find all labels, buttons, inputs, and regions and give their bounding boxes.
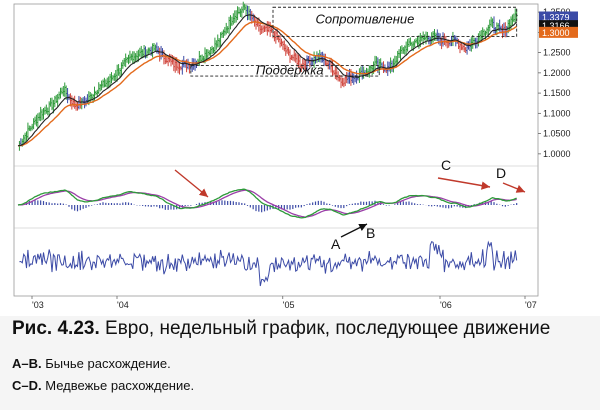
note-ab: A–B. Бычье расхождение. [12,356,171,371]
y-tick-label: 1.1000 [543,108,571,118]
chart-area: 1.35001.30001.25001.20001.15001.10001.05… [13,1,578,310]
x-tick-label: '07 [525,300,537,310]
chart-svg: 1.35001.30001.25001.20001.15001.10001.05… [13,1,578,310]
divergence-arrow [340,223,368,238]
price-badge [539,20,578,32]
resistance-box [272,6,518,37]
note-ab-text: Бычье расхождение. [41,356,171,371]
point-c-label: C [441,157,451,173]
y-tick-label: 1.0500 [543,129,571,139]
figure-caption: Рис. 4.23. Евро, недельный график, после… [12,318,592,340]
macd-line [17,188,517,219]
fast-ma-line [17,14,518,147]
y-tick-label: 1.1500 [543,88,571,98]
y-tick-label: 1.2000 [543,68,571,78]
x-tick-label: '06 [440,300,452,310]
y-tick-label: 1.0000 [543,149,571,159]
support-box [190,65,380,77]
price-badge-label: 1.3379 [542,13,570,23]
price-badge-label: 1.3166 [542,21,570,31]
x-tick-label: '05 [283,300,295,310]
x-tick-label: '03 [32,300,44,310]
note-cd-key: C–D. [12,378,42,393]
x-tick-label: '04 [117,300,129,310]
price-badge [539,11,578,23]
price-badge [539,26,578,38]
note-cd-text: Медвежье расхождение. [41,378,195,393]
note-ab-key: A–B. [12,356,42,371]
point-b-label: B [366,225,375,241]
figure-text: Евро, недельный график, последующее движ… [99,318,551,339]
point-d-label: D [496,165,506,181]
divergence-arrow [437,177,491,190]
support-label: Поддержка [256,62,324,77]
y-tick-label: 1.2500 [543,48,571,58]
plot-frame [13,3,539,297]
oscillator-line [19,240,518,287]
note-cd: C–D. Медвежье расхождение. [12,378,194,393]
price-badge-label: 1.3000 [542,28,570,38]
divergence-arrow [502,182,526,193]
figure-label: Рис. 4.23. [12,318,100,339]
divergence-arrow [174,169,209,198]
resistance-label: Сопротивление [316,11,415,26]
point-a-label: A [331,236,341,252]
